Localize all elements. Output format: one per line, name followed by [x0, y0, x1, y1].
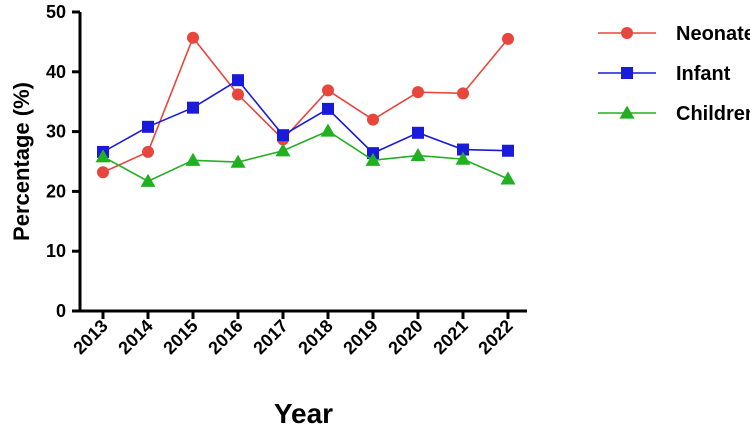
x-tick-label: 2013: [69, 316, 111, 358]
data-point: [457, 143, 469, 156]
data-point: [412, 86, 424, 99]
data-point: [367, 113, 379, 126]
data-point: [500, 171, 516, 185]
y-ticks: 0 10 20 30 40 50: [46, 2, 80, 321]
x-tick-label: 2017: [249, 316, 291, 358]
x-tick-label: 2021: [429, 316, 471, 358]
x-tick-label: 2015: [159, 316, 201, 358]
y-tick-label: 40: [46, 62, 66, 82]
data-point: [275, 143, 291, 157]
x-tick-label: 2020: [384, 316, 426, 358]
data-point: [142, 145, 154, 158]
data-point: [412, 126, 424, 139]
series-line: [102, 130, 509, 183]
data-point: [320, 123, 336, 137]
series-line: [102, 36, 509, 173]
data-point: [322, 84, 334, 97]
y-tick-label: 20: [46, 181, 66, 201]
data-point: [502, 144, 514, 157]
legend: Neonate Infant Children: [598, 23, 750, 125]
data-point: [457, 87, 469, 100]
data-point: [232, 88, 244, 101]
data-point: [410, 148, 426, 162]
legend-item: Infant: [598, 63, 731, 85]
y-tick-label: 50: [46, 2, 66, 22]
data-point: [455, 151, 471, 165]
data-point: [140, 173, 156, 187]
y-axis-title: Percentage (%): [9, 82, 34, 241]
x-tick-label: 2022: [474, 316, 516, 358]
data-point: [365, 152, 381, 166]
y-tick-label: 10: [46, 241, 66, 261]
y-tick-label: 30: [46, 122, 66, 142]
x-axis-title: Year: [274, 398, 333, 429]
data-point: [95, 149, 111, 163]
data-point: [230, 154, 246, 168]
legend-label: Children: [676, 103, 750, 125]
legend-marker: [621, 27, 633, 39]
series-children: [95, 123, 516, 187]
data-point: [322, 102, 334, 115]
data-point: [277, 129, 289, 142]
axes: [78, 12, 527, 313]
data-point: [502, 32, 514, 45]
data-point: [97, 166, 109, 179]
series-infant: [97, 74, 514, 160]
x-tick-label: 2014: [114, 316, 156, 358]
legend-label: Neonate: [676, 23, 750, 45]
series-neonate: [97, 31, 514, 179]
data-point: [185, 152, 201, 166]
x-ticks: 2013 2014 2015 2016 2017 2018 2019 2020 2021 2022: [69, 311, 517, 358]
legend-marker: [619, 105, 635, 119]
data-point: [187, 31, 199, 44]
series-layer: [95, 31, 516, 187]
legend-marker: [621, 67, 633, 79]
x-tick-label: 2018: [294, 316, 336, 358]
x-tick-label: 2016: [204, 316, 246, 358]
series-line: [102, 79, 509, 155]
legend-item: Neonate: [598, 23, 750, 45]
y-tick-label: 0: [56, 301, 66, 321]
legend-label: Infant: [676, 63, 731, 85]
data-point: [187, 101, 199, 114]
legend-item: Children: [598, 103, 750, 125]
x-tick-label: 2019: [339, 316, 381, 358]
data-point: [232, 74, 244, 87]
data-point: [142, 120, 154, 133]
